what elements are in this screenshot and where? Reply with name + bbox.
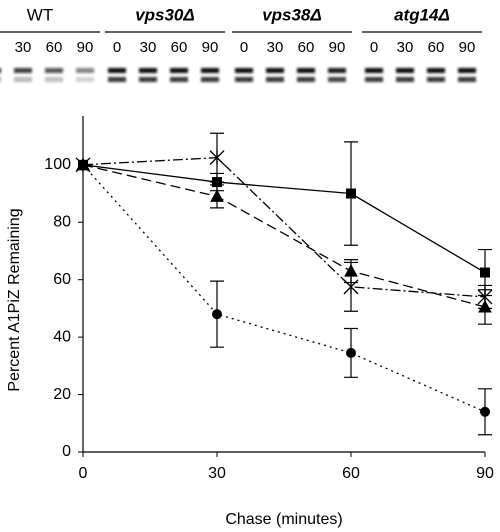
lane-label: 30 — [15, 39, 32, 56]
blot-band — [427, 68, 445, 73]
point — [209, 150, 225, 166]
x-axis-title: Chase (minutes) — [225, 511, 342, 528]
y-tick-label: 80 — [53, 213, 71, 230]
lane-label: 60 — [46, 39, 63, 56]
point — [210, 189, 224, 202]
blot-band — [14, 77, 32, 82]
blot-band — [170, 68, 188, 73]
blot-band — [139, 77, 157, 82]
y-axis-title: Percent A1PiZ Remaining — [6, 208, 23, 391]
point — [346, 347, 356, 358]
blot-band — [365, 77, 383, 82]
blot-band — [235, 77, 253, 82]
point — [75, 157, 91, 173]
point — [477, 289, 493, 305]
blot-band — [266, 68, 284, 73]
lane-label: 30 — [397, 39, 414, 56]
blot-band — [297, 68, 315, 73]
western-blot: WT 0 30 60 90 vps30Δ 0 30 60 90 vps38Δ 0 30 60 90 atg14… — [0, 5, 482, 82]
blot-band — [328, 77, 346, 82]
blot-band — [108, 77, 126, 82]
lane-label: 30 — [140, 39, 157, 56]
lane-label: 0 — [370, 39, 378, 56]
lane-label: 60 — [171, 39, 188, 56]
lane-label: 90 — [202, 39, 219, 56]
y-tick-label: 40 — [53, 328, 71, 345]
lane-label: 90 — [459, 39, 476, 56]
blot-band — [427, 77, 445, 82]
lane-label: 30 — [267, 39, 284, 56]
lane-label: 60 — [298, 39, 315, 56]
lane-label: 60 — [428, 39, 445, 56]
lane-label: 0 — [240, 39, 248, 56]
blot-band — [139, 68, 157, 73]
blot-band — [201, 77, 219, 82]
lane-label: 0 — [113, 39, 121, 56]
blot-band — [76, 68, 94, 73]
y-tick-label: 0 — [62, 443, 71, 460]
blot-band — [76, 77, 94, 82]
blot-band — [45, 77, 63, 82]
blot-band — [328, 68, 346, 73]
point — [480, 406, 490, 417]
blot-band — [170, 77, 188, 82]
point — [346, 188, 356, 199]
x-tick-label: 30 — [208, 465, 226, 482]
strain-label: vps38Δ — [262, 5, 322, 24]
blot-band — [297, 77, 315, 82]
blot-band — [0, 68, 1, 73]
strain-label: vps30Δ — [135, 5, 195, 24]
series-line — [82, 164, 486, 413]
point — [343, 279, 359, 295]
lane-label: 90 — [329, 39, 346, 56]
strain-label: atg14Δ — [394, 5, 450, 24]
x-tick-label: 0 — [79, 465, 88, 482]
point — [212, 309, 222, 320]
blot-band — [201, 68, 219, 73]
y-tick-label: 100 — [44, 156, 71, 173]
blot-band — [108, 68, 126, 73]
blot-band — [458, 77, 476, 82]
x-tick-label: 60 — [342, 465, 360, 482]
blot-band — [266, 77, 284, 82]
blot-band — [235, 68, 253, 73]
blot-band — [45, 68, 63, 73]
y-tick-label: 60 — [53, 271, 71, 288]
series-line — [82, 156, 486, 298]
blot-band — [458, 68, 476, 73]
x-tick-label: 90 — [476, 465, 494, 482]
series-line — [82, 164, 486, 274]
series-line — [82, 164, 486, 308]
blot-band — [0, 77, 1, 82]
strain-label: WT — [27, 5, 53, 24]
blot-band — [14, 68, 32, 73]
blot-band — [396, 77, 414, 82]
y-tick-label: 20 — [53, 386, 71, 403]
point — [480, 267, 490, 278]
lane-label: 90 — [77, 39, 94, 56]
blot-band — [396, 68, 414, 73]
blot-band — [365, 68, 383, 73]
